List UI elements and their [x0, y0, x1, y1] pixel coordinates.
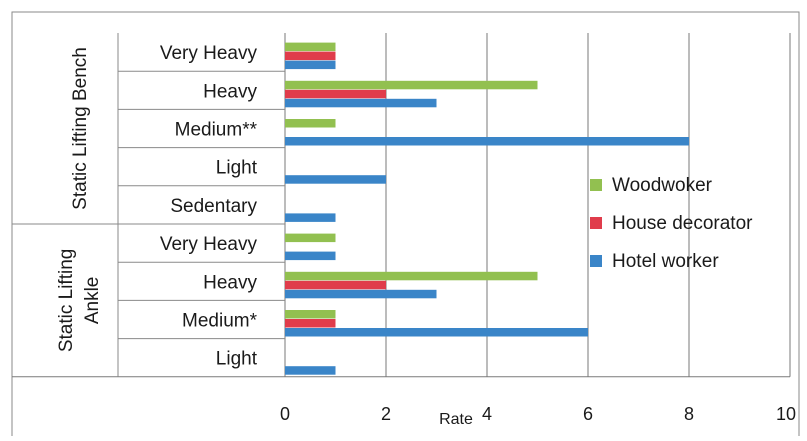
- group-label: Static Lifting Bench: [70, 47, 91, 210]
- legend-swatch: [590, 255, 602, 267]
- category-label: Light: [216, 349, 258, 370]
- category-label: Heavy: [203, 81, 257, 102]
- bar-hotel-worker: [285, 137, 689, 146]
- x-tick-label: 2: [381, 404, 391, 424]
- category-label: Light: [216, 158, 258, 179]
- bar-house-decorator: [285, 89, 386, 99]
- category-label: Very Heavy: [160, 234, 258, 255]
- bar-hotel-worker: [285, 98, 437, 108]
- x-tick-label: 0: [280, 404, 290, 424]
- category-label: Heavy: [203, 272, 257, 293]
- bar-house-decorator: [285, 280, 386, 290]
- legend-label: Woodwoker: [612, 175, 713, 196]
- legend-label: House decorator: [612, 213, 753, 234]
- bar-woodwoker: [285, 119, 336, 128]
- x-axis-title: Rate: [439, 411, 473, 428]
- bar-house-decorator: [285, 51, 336, 61]
- bar-hotel-worker: [285, 251, 336, 261]
- bar-woodwoker: [285, 271, 538, 281]
- x-tick-label: 4: [482, 404, 492, 424]
- bar-hotel-worker: [285, 328, 588, 337]
- bar-woodwoker: [285, 80, 538, 90]
- x-tick-label: 10: [776, 404, 796, 424]
- bar-woodwoker: [285, 233, 336, 243]
- x-tick-label: 8: [684, 404, 694, 424]
- category-label: Very Heavy: [160, 43, 258, 64]
- chart-frame: [11, 11, 800, 441]
- category-label: Sedentary: [170, 196, 257, 217]
- legend-label: Hotel worker: [612, 251, 719, 272]
- bar-hotel-worker: [285, 213, 336, 222]
- category-label: Medium**: [175, 120, 258, 141]
- bar-woodwoker: [285, 42, 336, 52]
- group-label: Static Lifting Ankle: [56, 249, 103, 353]
- legend-swatch: [590, 217, 602, 229]
- bar-woodwoker: [285, 310, 336, 319]
- bar-hotel-worker: [285, 175, 386, 184]
- bar-hotel-worker: [285, 289, 437, 299]
- legend-swatch: [590, 179, 602, 191]
- bar-hotel-worker: [285, 60, 336, 70]
- category-label: Medium*: [182, 311, 258, 332]
- x-tick-label: 6: [583, 404, 593, 424]
- bar-hotel-worker: [285, 366, 336, 375]
- bar-house-decorator: [285, 319, 336, 328]
